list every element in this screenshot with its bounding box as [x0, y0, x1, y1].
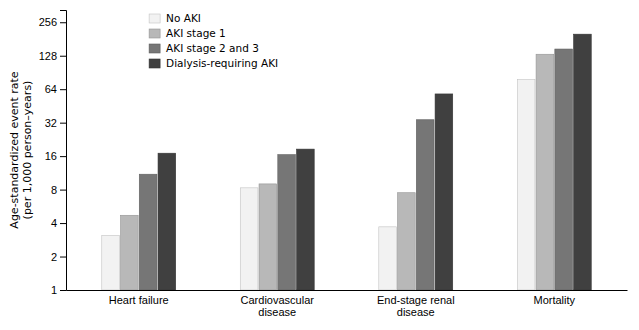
y-tick: 1 — [51, 284, 66, 296]
bar — [121, 215, 139, 290]
x-tick-label-line: disease — [258, 306, 296, 318]
x-tick-label-line: Heart failure — [109, 294, 169, 306]
bar — [416, 120, 434, 290]
y-tick-label: 128 — [39, 50, 57, 62]
legend-swatch — [149, 44, 160, 53]
bar — [259, 184, 277, 290]
bar — [240, 188, 258, 290]
x-tick: Heart failure — [109, 294, 169, 306]
y-tick: 64 — [45, 83, 66, 95]
y-tick-label: 16 — [45, 150, 57, 162]
plot-area: 1 2 4 8 16 32 64 128 256 Heart failure Cardiovascu… — [39, 11, 628, 319]
y-tick-mark — [60, 89, 66, 90]
y-tick-label: 4 — [51, 217, 57, 229]
y-tick-mark — [60, 223, 66, 224]
bar — [555, 49, 573, 290]
series — [121, 54, 554, 290]
x-tick-label: Mortality — [533, 294, 575, 306]
bars — [102, 34, 591, 290]
bar — [139, 174, 157, 290]
bar — [297, 149, 315, 290]
y-tick: 128 — [39, 50, 66, 62]
y-axis-label-line: (per 1,000 person–years) — [21, 81, 34, 220]
y-tick-label: 8 — [51, 184, 57, 196]
x-axis-line — [67, 290, 628, 291]
x-tick-label: End-stage renaldisease — [377, 294, 455, 319]
y-tick-mark — [60, 290, 66, 291]
y-tick-mark — [60, 123, 66, 124]
legend-label: AKI stage 2 and 3 — [166, 42, 259, 54]
y-tick-label: 64 — [45, 83, 57, 95]
legend-item: No AKI — [149, 12, 201, 24]
y-axis: 1 2 4 8 16 32 64 128 256 — [39, 11, 67, 297]
x-tick: Cardiovasculardisease — [241, 294, 315, 319]
legend: No AKI AKI stage 1 AKI stage 2 and 3 Dialys… — [149, 12, 278, 69]
x-tick-label: Cardiovasculardisease — [241, 294, 315, 319]
y-tick-mark — [60, 156, 66, 157]
y-tick-label: 2 — [51, 251, 57, 263]
y-tick-mark — [60, 56, 66, 57]
y-tick-mark — [60, 190, 66, 191]
y-tick: 4 — [51, 217, 66, 229]
legend-label: Dialysis-requiring AKI — [166, 57, 278, 69]
bar — [574, 34, 592, 290]
bar — [536, 54, 554, 290]
x-tick-label-line: End-stage renal — [377, 294, 455, 306]
y-tick-label: 1 — [51, 284, 57, 296]
y-tick: 8 — [51, 184, 66, 196]
x-axis: Heart failureCardiovasculardiseaseEnd-st… — [67, 291, 628, 319]
legend-swatch — [149, 14, 160, 23]
y-axis-label: Age-standardized event rate(per 1,000 pe… — [8, 71, 34, 229]
series — [102, 80, 535, 290]
x-tick: Mortality — [533, 294, 575, 306]
y-tick: 2 — [51, 251, 66, 263]
series — [158, 34, 591, 290]
bar — [435, 94, 453, 290]
legend-item: AKI stage 1 — [149, 27, 226, 39]
legend-swatch — [149, 59, 160, 68]
x-tick-label-line: Mortality — [533, 294, 575, 306]
legend-swatch — [149, 29, 160, 38]
bar — [517, 80, 535, 290]
legend-label: No AKI — [166, 12, 201, 24]
series — [139, 49, 572, 290]
x-tick-label-line: disease — [397, 306, 435, 318]
y-axis-line — [60, 11, 67, 291]
legend-item: AKI stage 2 and 3 — [149, 42, 259, 54]
chart: 1 2 4 8 16 32 64 128 256 Heart failure Cardiovascu… — [0, 0, 639, 330]
bar — [278, 155, 296, 290]
bar — [379, 227, 397, 290]
y-tick: 256 — [39, 16, 66, 28]
x-tick-label-line: Cardiovascular — [241, 294, 315, 306]
y-tick-mark — [60, 22, 66, 23]
bar — [398, 193, 416, 290]
bar — [102, 235, 120, 290]
y-tick: 16 — [45, 150, 66, 162]
y-tick-label: 256 — [39, 16, 57, 28]
y-axis-label-line: Age-standardized event rate — [8, 71, 21, 229]
bar — [158, 153, 176, 290]
x-tick: End-stage renaldisease — [377, 294, 455, 319]
legend-item: Dialysis-requiring AKI — [149, 57, 278, 69]
x-tick-label: Heart failure — [109, 294, 169, 306]
y-tick: 32 — [45, 117, 66, 129]
y-tick-label: 32 — [45, 117, 57, 129]
legend-label: AKI stage 1 — [166, 27, 226, 39]
y-tick-mark — [60, 257, 66, 258]
